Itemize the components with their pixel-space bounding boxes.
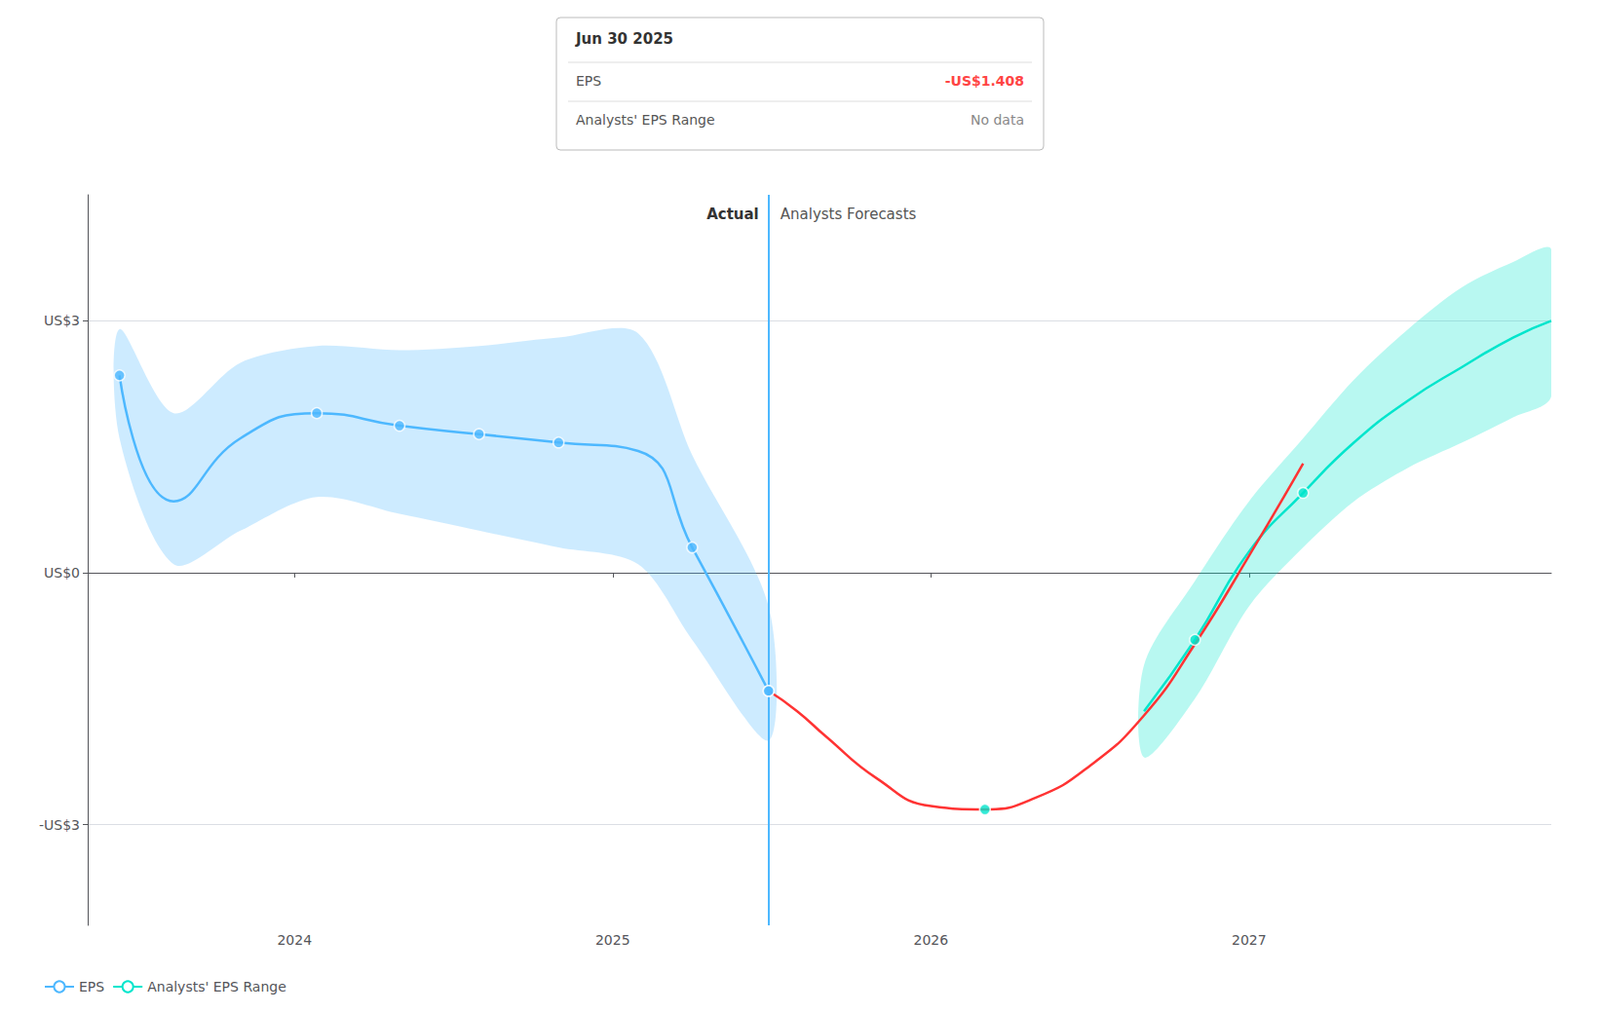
- svg-text:Jun 30 2025: Jun 30 2025: [574, 30, 674, 48]
- svg-text:2024: 2024: [276, 932, 312, 949]
- svg-text:Analysts Forecasts: Analysts Forecasts: [780, 205, 917, 224]
- svg-text:US$3: US$3: [43, 312, 80, 329]
- svg-text:EPS: EPS: [78, 979, 105, 995]
- svg-text:2027: 2027: [1231, 932, 1267, 949]
- svg-text:2026: 2026: [913, 932, 949, 949]
- svg-text:Actual: Actual: [706, 205, 760, 224]
- svg-text:No data: No data: [970, 112, 1025, 128]
- svg-text:2025: 2025: [595, 932, 631, 949]
- svg-text:EPS: EPS: [575, 73, 602, 89]
- svg-text:US$0: US$0: [43, 565, 80, 581]
- svg-text:-US$3: -US$3: [38, 817, 80, 834]
- svg-text:Analysts' EPS Range: Analysts' EPS Range: [147, 979, 287, 995]
- svg-text:-US$1.408: -US$1.408: [945, 73, 1025, 89]
- svg-text:Analysts' EPS Range: Analysts' EPS Range: [575, 112, 716, 128]
